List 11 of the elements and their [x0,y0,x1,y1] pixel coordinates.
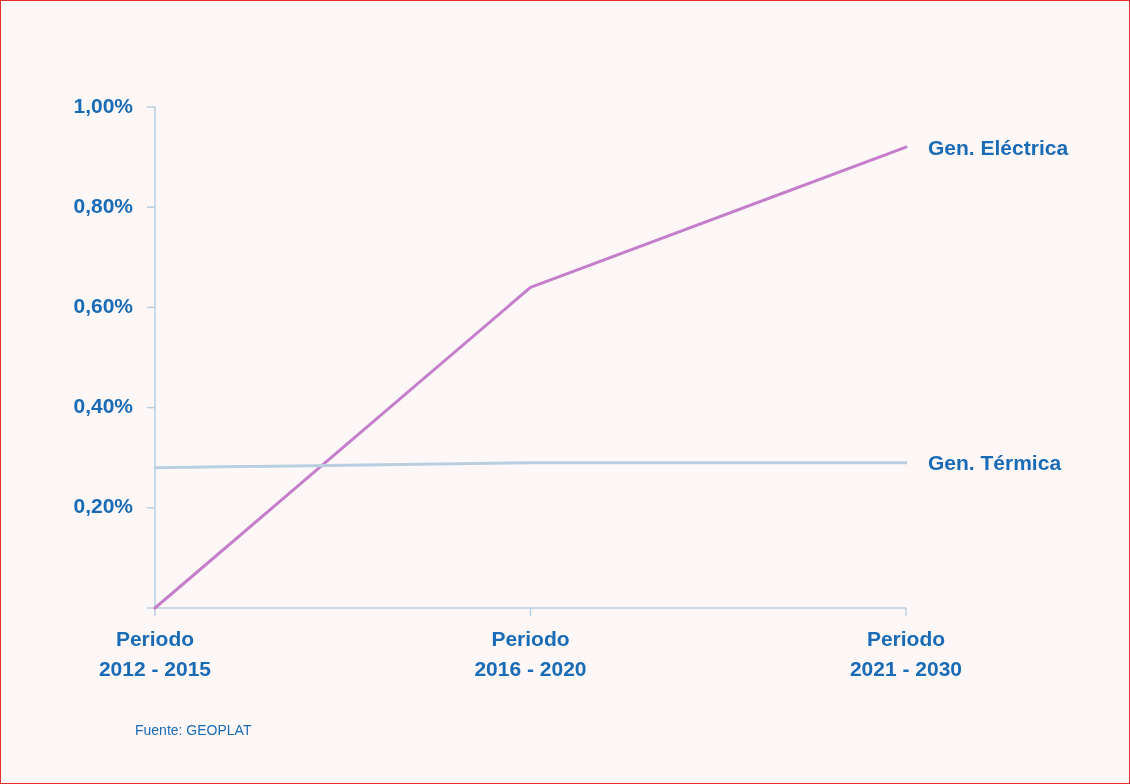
x-tick-label: Periodo 2021 - 2030 [849,627,963,680]
y-tick-label: 1,00% [73,93,134,117]
y-tick-label: 0,40% [73,394,134,418]
series-label: Gen. Térmica [928,451,1062,475]
y-tick-label: 0,20% [73,494,134,518]
y-tick-label: 0,80% [73,193,134,217]
series-label: Gen. Eléctrica [928,135,1069,159]
x-tick-label: Periodo 2016 - 2020 [474,627,587,680]
source-note: Fuente: GEOPLAT [135,722,252,738]
y-tick-label: 0,60% [73,293,134,317]
x-tick-label: Periodo 2012 - 2015 [98,627,212,680]
